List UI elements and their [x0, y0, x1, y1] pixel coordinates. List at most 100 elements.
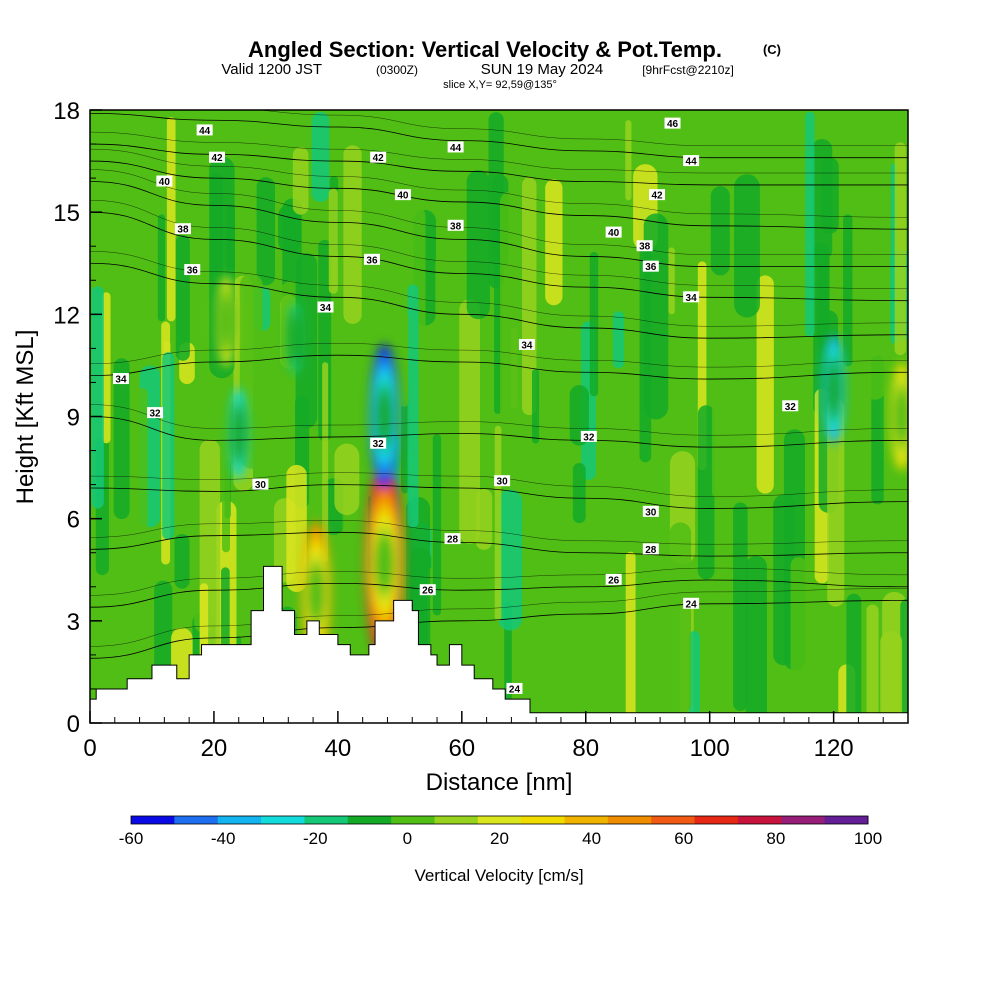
isentrope-minor [90, 520, 908, 545]
y-axis: 0 3 6 9 12 15 18 [53, 98, 102, 738]
contour-label: 34 [518, 338, 535, 351]
plot-area: 44 42 40 38 36 34 32 30 42 44 40 38 36 34 34 32 30 28 26 24… [90, 110, 908, 723]
velocity-streak [843, 214, 853, 367]
velocity-field [91, 111, 908, 723]
chart-title: Angled Section: Vertical Velocity & Pot.… [248, 37, 722, 62]
subtitle-utc: (0300Z) [376, 63, 418, 77]
velocity-streak [107, 575, 124, 723]
velocity-streak [286, 464, 307, 593]
isentrope-28 [90, 531, 908, 557]
velocity-streak [400, 400, 409, 494]
contour-label: 34 [317, 301, 334, 314]
velocity-streak [328, 188, 338, 294]
isentrope-34 [90, 354, 908, 380]
colorbar-swatch [694, 816, 739, 824]
svg-text:38: 38 [450, 221, 462, 232]
colorbar-tick-label: 40 [582, 829, 601, 848]
x-tick-label: 80 [572, 735, 599, 762]
velocity-streak [612, 311, 625, 369]
svg-text:46: 46 [667, 119, 679, 130]
isentrope-minor [90, 251, 908, 327]
svg-text:40: 40 [159, 177, 171, 188]
svg-text:42: 42 [211, 153, 223, 164]
svg-text:32: 32 [150, 409, 162, 420]
x-tick-label: 40 [325, 735, 352, 762]
velocity-streak [697, 405, 715, 580]
colorbar-label: Vertical Velocity [cm/s] [414, 866, 583, 885]
svg-text:36: 36 [645, 262, 657, 273]
svg-text:30: 30 [497, 477, 509, 488]
contour-label: 40 [156, 175, 173, 188]
velocity-streak [589, 251, 599, 397]
velocity-streak [334, 443, 360, 516]
subtitle-valid: Valid 1200 JST [221, 61, 322, 78]
contour-label: 28 [444, 533, 461, 546]
isentrope-minor [90, 404, 908, 436]
velocity-streak [162, 352, 175, 540]
velocity-streak [494, 425, 502, 621]
colorbar-swatch [217, 816, 262, 824]
colorbar-swatch [781, 816, 826, 824]
svg-text:32: 32 [373, 439, 385, 450]
colorbar-tick-label: -20 [303, 829, 328, 848]
contour-label: 30 [252, 478, 269, 491]
contour-label: 32 [580, 430, 597, 443]
svg-text:40: 40 [608, 228, 620, 239]
colorbar-swatch [737, 816, 782, 824]
velocity-streak [863, 340, 886, 400]
svg-text:32: 32 [785, 402, 797, 413]
isentrope-minor [90, 131, 908, 174]
velocity-streak [880, 631, 903, 722]
contour-label: 40 [605, 226, 622, 239]
y-tick-label: 3 [67, 609, 80, 636]
contour-label: 30 [494, 475, 511, 488]
contour-label: 24 [506, 682, 523, 695]
x-axis-label: Distance [nm] [426, 769, 573, 796]
svg-text:28: 28 [645, 545, 657, 556]
isentrope-minor [90, 567, 908, 596]
colorbar-swatch [347, 816, 392, 824]
isentrope-minor [90, 472, 908, 497]
contour-label: 36 [363, 253, 380, 266]
velocity-streak [566, 652, 589, 723]
velocity-streak [734, 174, 760, 318]
contour-label: 26 [419, 584, 436, 597]
velocity-streak [710, 186, 730, 276]
svg-text:42: 42 [651, 191, 663, 202]
contour-label: 44 [196, 124, 213, 137]
isentrope-44 [90, 113, 908, 159]
svg-text:34: 34 [320, 303, 332, 314]
y-tick-label: 15 [53, 200, 80, 227]
velocity-streak [711, 303, 723, 499]
x-tick-label: 100 [690, 735, 730, 762]
velocity-streak [805, 111, 815, 337]
x-tick-label: 20 [201, 735, 228, 762]
contour-label: 30 [642, 505, 659, 518]
contour-label: 42 [209, 151, 226, 164]
contour-label: 38 [636, 240, 653, 253]
velocity-streak [432, 434, 442, 616]
velocity-streak [407, 284, 419, 528]
isentrope-24 [90, 600, 908, 659]
svg-text:32: 32 [583, 432, 595, 443]
velocity-streak [488, 112, 504, 289]
velocity-streak [773, 494, 795, 666]
velocity-streak [790, 557, 807, 690]
svg-text:30: 30 [255, 480, 267, 491]
velocity-cell [231, 406, 247, 461]
velocity-streak [174, 533, 190, 589]
contour-label: 36 [642, 260, 659, 273]
contour-label: 36 [184, 264, 201, 277]
svg-text:26: 26 [608, 575, 620, 586]
contour-label: 32 [782, 400, 799, 413]
svg-text:38: 38 [639, 242, 651, 253]
colorbar-tick-label: 0 [403, 829, 412, 848]
colorbar-swatch [261, 816, 305, 824]
y-tick-label: 6 [67, 507, 80, 534]
velocity-streak [572, 463, 586, 524]
contour-label: 42 [370, 151, 387, 164]
isentrope-38 [90, 211, 908, 302]
velocity-streak [295, 253, 318, 429]
colorbar-swatch [651, 816, 696, 824]
velocity-streak [343, 145, 362, 324]
